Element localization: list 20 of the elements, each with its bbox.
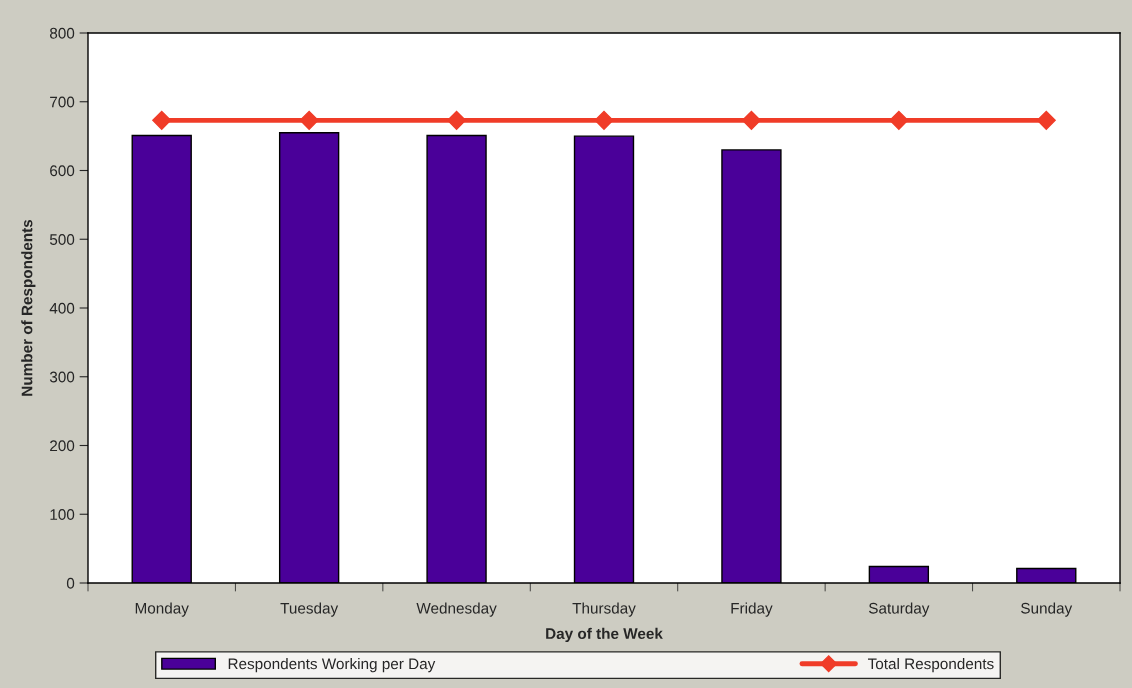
y-tick-label: 200 <box>50 440 75 452</box>
x-tick-label: Sunday <box>1021 602 1073 617</box>
y-tick-label: 300 <box>49 371 75 383</box>
legend-label: Total Respondents <box>867 658 994 673</box>
y-tick-label: 100 <box>50 509 75 520</box>
y-axis-title: Number of Respondents <box>21 219 36 396</box>
x-tick-label: Monday <box>135 602 189 617</box>
y-tick-label: 600 <box>50 165 75 177</box>
x-axis-title: Day of the Week <box>546 627 663 643</box>
y-tick-label: 500 <box>49 234 75 245</box>
x-tick-label: Wednesday <box>416 602 497 617</box>
x-tick-label: Saturday <box>868 602 930 617</box>
y-tick-label: 400 <box>49 302 75 314</box>
y-tick-label: 700 <box>50 96 75 108</box>
legend-label: Respondents Working per Day <box>228 658 436 673</box>
x-tick-label: Thursday <box>572 602 636 617</box>
x-tick-label: Tuesday <box>280 602 339 617</box>
y-tick-label: 800 <box>49 27 75 39</box>
x-tick-label: Friday <box>731 602 773 617</box>
y-tick-label: 0 <box>66 577 75 589</box>
